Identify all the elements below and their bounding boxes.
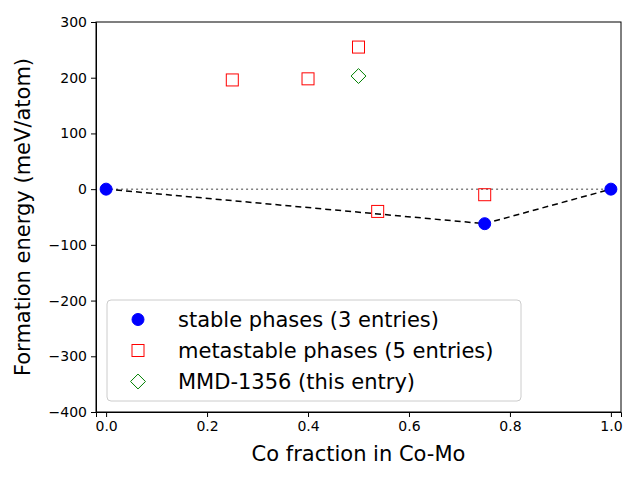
- tick-label: 0.8: [499, 418, 521, 434]
- legend-label: MMD-1356 (this entry): [178, 370, 415, 394]
- tick-label: 300: [60, 14, 87, 30]
- tick-label: −300: [49, 348, 87, 364]
- tick: 0.8: [499, 412, 521, 434]
- point: [351, 69, 366, 84]
- tick-label: 0.2: [196, 418, 218, 434]
- tick-mark: [611, 412, 612, 417]
- point: [226, 74, 238, 86]
- legend-label: stable phases (3 entries): [178, 308, 439, 332]
- plot-frame: [96, 22, 621, 412]
- y-axis-title: Formation energy (meV/atom): [11, 58, 35, 376]
- legend-marker: [132, 314, 144, 326]
- tick-mark: [91, 412, 96, 413]
- line: [106, 189, 611, 224]
- tick: 0: [78, 181, 96, 197]
- tick-mark: [207, 412, 208, 417]
- tick-mark: [91, 78, 96, 79]
- point: [605, 183, 617, 195]
- tick-label: 0: [78, 181, 87, 197]
- tick-mark: [91, 356, 96, 357]
- tick: −100: [49, 237, 96, 253]
- tick-label: 200: [60, 70, 87, 86]
- tick: 0.6: [398, 412, 420, 434]
- tick-label: −400: [49, 404, 87, 420]
- point: [372, 205, 384, 217]
- tick-label: 1.0: [600, 418, 622, 434]
- tick-mark: [91, 189, 96, 190]
- tick-mark: [510, 412, 511, 417]
- y-axis: −400 −300 −200 −100 0 100 200 300: [49, 14, 97, 420]
- tick: −300: [49, 348, 96, 364]
- legend-marker: [132, 345, 144, 357]
- axis-line: [91, 23, 97, 413]
- tick: −400: [49, 404, 96, 420]
- tick-label: 0.0: [95, 418, 117, 434]
- tick: 0.2: [196, 412, 218, 434]
- point: [100, 183, 112, 195]
- tick-label: −200: [49, 293, 87, 309]
- tick: 0.4: [297, 412, 319, 434]
- x-axis: 0.0 0.2 0.4 0.6 0.8 1.0: [95, 412, 622, 434]
- legend: stable phases (3 entries) metastable phas…: [107, 300, 521, 401]
- x-axis-title: Co fraction in Co-Mo: [252, 442, 466, 466]
- tick-mark: [91, 245, 96, 246]
- tick: 1.0: [600, 412, 622, 434]
- point: [479, 189, 491, 201]
- tick-mark: [91, 133, 96, 134]
- chart: 0.0 0.2 0.4 0.6 0.8 1.0 −400 −300 −200 −100 0 100 20…: [0, 0, 640, 480]
- point: [479, 218, 491, 230]
- tick: 100: [60, 125, 96, 141]
- tick-label: 0.4: [297, 418, 319, 434]
- legend-marker: [131, 374, 146, 389]
- point: [353, 41, 365, 53]
- tick-label: 0.6: [398, 418, 420, 434]
- legend-box: [107, 300, 521, 401]
- tick-mark: [106, 412, 107, 417]
- tick: 0.0: [95, 412, 117, 434]
- tick-mark: [91, 301, 96, 302]
- tick: −200: [49, 293, 96, 309]
- tick-label: 100: [60, 125, 87, 141]
- tick: 200: [60, 70, 96, 86]
- line: [106, 188, 611, 190]
- plot-area: [100, 41, 617, 230]
- legend-label: metastable phases (5 entries): [178, 339, 493, 363]
- tick-mark: [308, 412, 309, 417]
- tick-mark: [91, 22, 96, 23]
- tick: 300: [60, 14, 96, 30]
- axis-line: [97, 413, 622, 418]
- tick-label: −100: [49, 237, 87, 253]
- point: [302, 73, 314, 85]
- tick-mark: [409, 412, 410, 417]
